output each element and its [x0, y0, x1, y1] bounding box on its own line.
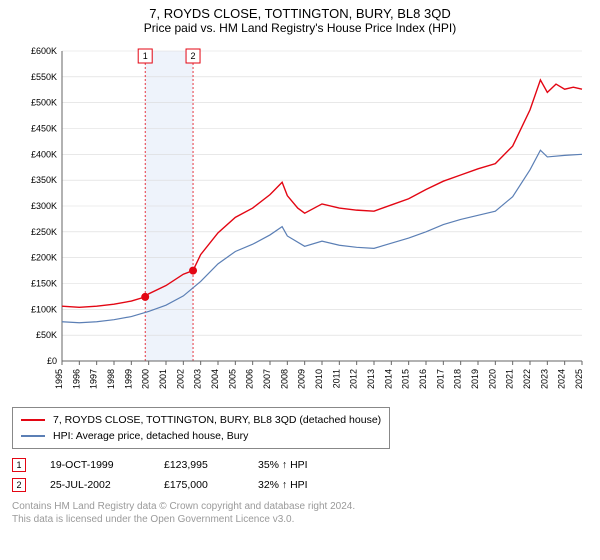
page-title: 7, ROYDS CLOSE, TOTTINGTON, BURY, BL8 3Q…	[12, 6, 588, 21]
svg-text:2024: 2024	[557, 369, 567, 389]
svg-text:2021: 2021	[505, 369, 515, 389]
svg-text:2012: 2012	[349, 369, 359, 389]
svg-text:2007: 2007	[262, 369, 272, 389]
attribution-line: Contains HM Land Registry data © Crown c…	[12, 501, 588, 514]
sale-index-badge: 2	[12, 478, 26, 492]
svg-text:2017: 2017	[435, 369, 445, 389]
svg-text:1: 1	[143, 51, 148, 61]
price-chart: 1 2 £0 £50K £100K £150K £200K £250K £300K £350K £4…	[12, 41, 588, 401]
svg-text:2018: 2018	[453, 369, 463, 389]
sale-row: 1 19-OCT-1999 £123,995 35% ↑ HPI	[12, 455, 588, 475]
svg-text:1995: 1995	[54, 369, 64, 389]
svg-text:2008: 2008	[279, 369, 289, 389]
svg-text:1997: 1997	[89, 369, 99, 389]
sale-date: 25-JUL-2002	[50, 479, 140, 491]
svg-text:2005: 2005	[227, 369, 237, 389]
svg-text:£200K: £200K	[31, 253, 57, 263]
sale-date: 19-OCT-1999	[50, 459, 140, 471]
svg-text:£600K: £600K	[31, 46, 57, 56]
svg-text:2016: 2016	[418, 369, 428, 389]
svg-text:2023: 2023	[539, 369, 549, 389]
svg-text:£150K: £150K	[31, 279, 57, 289]
svg-text:2010: 2010	[314, 369, 324, 389]
page-subtitle: Price paid vs. HM Land Registry's House …	[12, 21, 588, 35]
legend: 7, ROYDS CLOSE, TOTTINGTON, BURY, BL8 3Q…	[12, 407, 390, 449]
sale-price: £175,000	[164, 479, 234, 491]
svg-text:2003: 2003	[193, 369, 203, 389]
svg-text:2002: 2002	[175, 369, 185, 389]
attribution-line: This data is licensed under the Open Gov…	[12, 514, 588, 527]
sale-price: £123,995	[164, 459, 234, 471]
svg-text:1996: 1996	[71, 369, 81, 389]
svg-text:1998: 1998	[106, 369, 116, 389]
attribution: Contains HM Land Registry data © Crown c…	[12, 501, 588, 526]
sale-pct-vs-hpi: 35% ↑ HPI	[258, 459, 338, 471]
svg-text:£550K: £550K	[31, 72, 57, 82]
svg-text:£350K: £350K	[31, 175, 57, 185]
svg-text:2022: 2022	[522, 369, 532, 389]
legend-label: HPI: Average price, detached house, Bury	[53, 430, 248, 442]
svg-text:£400K: £400K	[31, 149, 57, 159]
chart-svg: 1 2 £0 £50K £100K £150K £200K £250K £300K £350K £4…	[12, 41, 588, 401]
sale-pct-vs-hpi: 32% ↑ HPI	[258, 479, 338, 491]
svg-text:2000: 2000	[141, 369, 151, 389]
svg-text:£0: £0	[47, 356, 57, 366]
sale-index-badge: 1	[12, 458, 26, 472]
svg-text:2019: 2019	[470, 369, 480, 389]
svg-text:£250K: £250K	[31, 227, 57, 237]
svg-text:£300K: £300K	[31, 201, 57, 211]
svg-text:2006: 2006	[245, 369, 255, 389]
sales-table: 1 19-OCT-1999 £123,995 35% ↑ HPI 2 25-JUL-200…	[12, 455, 588, 495]
legend-item: 7, ROYDS CLOSE, TOTTINGTON, BURY, BL8 3Q…	[21, 412, 381, 428]
svg-text:£450K: £450K	[31, 124, 57, 134]
legend-swatch	[21, 435, 45, 437]
svg-text:2011: 2011	[331, 369, 341, 388]
svg-text:2: 2	[191, 51, 196, 61]
legend-swatch	[21, 419, 45, 421]
svg-text:2013: 2013	[366, 369, 376, 389]
legend-label: 7, ROYDS CLOSE, TOTTINGTON, BURY, BL8 3Q…	[53, 414, 381, 426]
svg-text:2014: 2014	[383, 369, 393, 389]
svg-text:2020: 2020	[487, 369, 497, 389]
legend-item: HPI: Average price, detached house, Bury	[21, 428, 381, 444]
sale-row: 2 25-JUL-2002 £175,000 32% ↑ HPI	[12, 475, 588, 495]
svg-text:2025: 2025	[574, 369, 584, 389]
svg-text:2004: 2004	[210, 369, 220, 389]
svg-text:2001: 2001	[158, 369, 168, 389]
svg-text:1999: 1999	[123, 369, 133, 389]
svg-text:£100K: £100K	[31, 304, 57, 314]
svg-text:£50K: £50K	[36, 330, 57, 340]
svg-text:£500K: £500K	[31, 98, 57, 108]
svg-text:2009: 2009	[297, 369, 307, 389]
svg-text:2015: 2015	[401, 369, 411, 389]
